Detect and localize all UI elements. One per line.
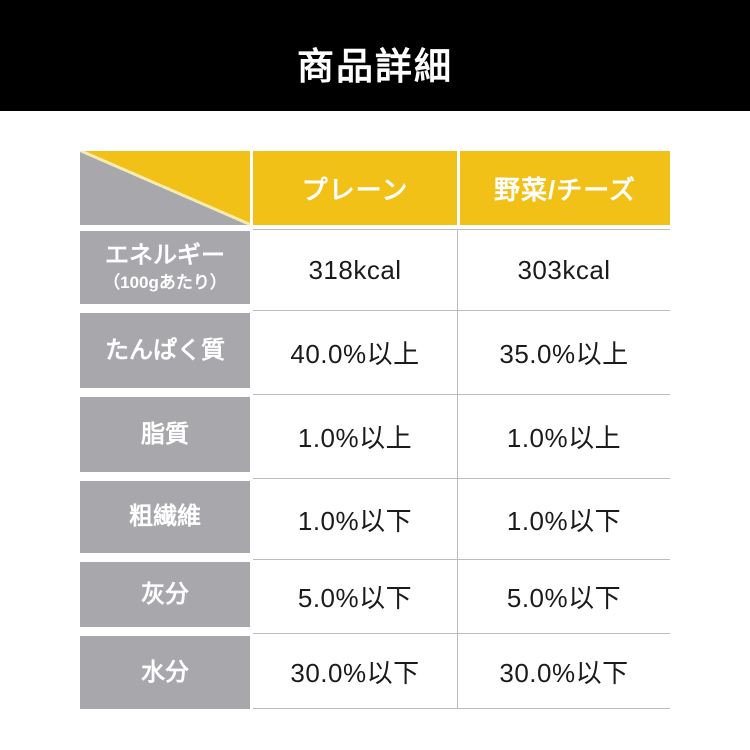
value-ash-plain: 5.0%以下: [253, 560, 457, 634]
nutrition-spec-table: プレーン 野菜/チーズ エネルギー （100gあたり） 318kcal 303k…: [80, 151, 670, 709]
row-label-text: 水分: [141, 658, 189, 686]
value-protein-plain: 40.0%以上: [253, 311, 457, 395]
table-corner-diagonal-cell: [80, 151, 253, 229]
row-label-moisture: 水分: [80, 634, 253, 709]
row-label-crude-fiber: 粗繊維: [80, 479, 253, 560]
row-label-text: 粗繊維: [129, 503, 201, 530]
row-label-fat: 脂質: [80, 395, 253, 479]
value-moisture-vegcheese: 30.0%以下: [457, 634, 670, 709]
value-moisture-plain: 30.0%以下: [253, 634, 457, 709]
value-fat-vegcheese: 1.0%以上: [457, 395, 670, 479]
column-header-vegetable-cheese: 野菜/チーズ: [457, 151, 670, 229]
row-label-ash: 灰分: [80, 560, 253, 634]
row-label-text: たんぱく質: [105, 336, 225, 364]
row-label-text: エネルギー: [105, 242, 225, 270]
value-fiber-plain: 1.0%以下: [253, 479, 457, 560]
value-energy-plain: 318kcal: [253, 229, 457, 311]
row-label-protein: たんぱく質: [80, 311, 253, 395]
title-bar: 商品詳細: [0, 0, 750, 111]
value-ash-vegcheese: 5.0%以下: [457, 560, 670, 634]
value-energy-vegcheese: 303kcal: [457, 229, 670, 311]
column-header-plain: プレーン: [253, 151, 457, 229]
value-protein-vegcheese: 35.0%以上: [457, 311, 670, 395]
row-label-text: 灰分: [141, 580, 189, 608]
value-fiber-vegcheese: 1.0%以下: [457, 479, 670, 560]
value-fat-plain: 1.0%以上: [253, 395, 457, 479]
page-title: 商品詳細: [297, 46, 453, 87]
row-label-energy: エネルギー （100gあたり）: [80, 229, 253, 311]
row-label-text: 脂質: [141, 420, 189, 448]
row-label-subtext: （100gあたり）: [103, 273, 227, 293]
